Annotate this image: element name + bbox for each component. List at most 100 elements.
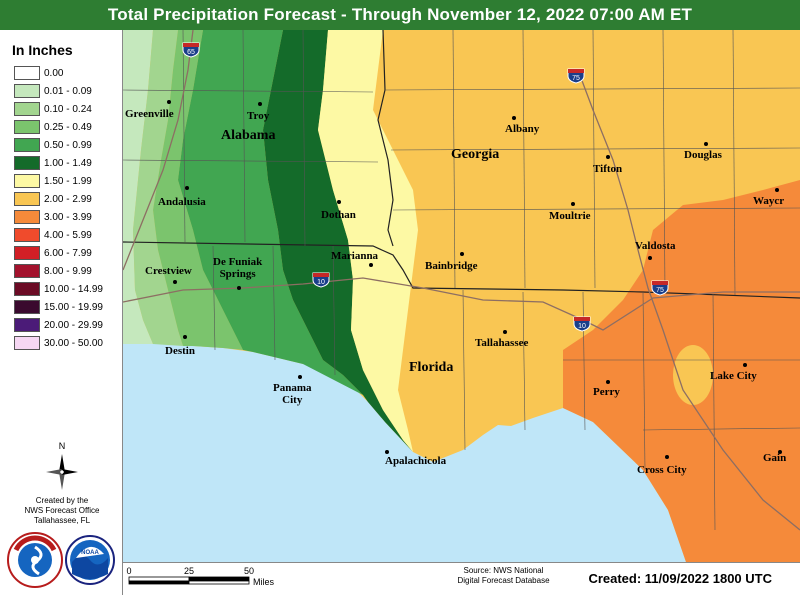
legend-swatch [14, 282, 40, 296]
map-footer: 0 25 50 Miles Source: NWS National Digit… [123, 562, 800, 596]
city-label-greenville: Greenville [125, 108, 174, 120]
city-label-moultrie: Moultrie [549, 210, 591, 222]
state-boundary [123, 241, 800, 299]
city-dot [704, 142, 708, 146]
credit-text: Created by the NWS Forecast Office Talla… [4, 496, 120, 526]
city-dot [337, 200, 341, 204]
legend-row: 0.00 [14, 64, 103, 82]
city-label-andalusia: Andalusia [158, 196, 206, 208]
scale-tick-label: 50 [244, 566, 254, 576]
legend-swatch [14, 318, 40, 332]
city-dot [665, 455, 669, 459]
interstate-75-north-shield-icon: 75 [567, 68, 585, 84]
legend-row: 0.50 - 0.99 [14, 136, 103, 154]
legend-label: 4.00 - 5.99 [44, 229, 92, 241]
legend-swatch [14, 156, 40, 170]
legend-row: 15.00 - 19.99 [14, 298, 103, 316]
city-dot [298, 375, 302, 379]
scale-tick-label: 0 [126, 566, 131, 576]
city-dot [571, 202, 575, 206]
legend-row: 0.10 - 0.24 [14, 100, 103, 118]
city-label-valdosta: Valdosta [635, 240, 676, 252]
interstate-10-east-shield-icon: 10 [573, 316, 591, 332]
source-text: Source: NWS National Digital Forecast Da… [441, 566, 566, 586]
map-title: Total Precipitation Forecast - Through N… [107, 5, 693, 24]
north-arrow-icon: N [46, 441, 78, 490]
city-label-crestview: Crestview [145, 265, 192, 277]
noaa-logo-text: NOAA [81, 550, 99, 556]
legend-swatch [14, 66, 40, 80]
precip-zone-1-00 [263, 30, 413, 452]
legend-label: 2.00 - 2.99 [44, 193, 92, 205]
city-label-cross-city: Cross City [637, 464, 687, 476]
legend-row: 2.00 - 2.99 [14, 190, 103, 208]
legend-row: 0.25 - 0.49 [14, 118, 103, 136]
city-dot [183, 335, 187, 339]
scale-bar: 0 25 50 Miles [126, 566, 275, 587]
interstate-65-shield-icon: 65 [182, 42, 200, 58]
city-label-tifton: Tifton [593, 163, 623, 175]
city-label-troy: Troy [247, 110, 270, 122]
city-label-dothan: Dothan [321, 209, 356, 221]
city-label-panama-city: Panama City [273, 382, 312, 406]
legend-label: 8.00 - 9.99 [44, 265, 92, 277]
city-dot [606, 155, 610, 159]
legend-label: 1.50 - 1.99 [44, 175, 92, 187]
credit-line: NWS Forecast Office [24, 506, 100, 515]
title-bar: Total Precipitation Forecast - Through N… [0, 0, 800, 30]
city-label-marianna: Marianna [331, 250, 379, 262]
legend-label: 0.25 - 0.49 [44, 121, 92, 133]
nws-logo-icon [7, 532, 63, 588]
city-label-bainbridge: Bainbridge [425, 260, 478, 272]
legend-label: 0.00 [44, 67, 64, 79]
legend-label: 30.00 - 50.00 [44, 337, 103, 349]
city-dot [743, 363, 747, 367]
legend-row: 0.01 - 0.09 [14, 82, 103, 100]
city-dot [185, 186, 189, 190]
shield-number: 65 [187, 49, 195, 56]
scale-unit: Miles [253, 577, 275, 587]
legend-swatch [14, 300, 40, 314]
city-label-line: Springs [219, 268, 256, 280]
precip-zone-0-25 [153, 30, 243, 350]
city-label-destin: Destin [165, 345, 195, 357]
state-label-alabama: Alabama [221, 128, 276, 143]
legend-label: 3.00 - 3.99 [44, 211, 92, 223]
legend-swatch [14, 210, 40, 224]
city-label-line: De Funiak [213, 256, 263, 268]
city-label-lake-city: Lake City [710, 370, 757, 382]
legend-label: 10.00 - 14.99 [44, 283, 103, 295]
legend-row: 4.00 - 5.99 [14, 226, 103, 244]
legend-swatch [14, 192, 40, 206]
precip-zone-0-10 [133, 30, 183, 346]
agency-logos: NOAA [7, 532, 115, 588]
legend-title: In Inches [12, 42, 73, 58]
legend-swatch [14, 138, 40, 152]
shield-number: 75 [572, 75, 580, 82]
legend-swatch [14, 102, 40, 116]
city-dot [648, 256, 652, 260]
state-label-georgia: Georgia [451, 147, 500, 162]
shield-number: 10 [578, 323, 586, 330]
legend-label: 15.00 - 19.99 [44, 301, 103, 313]
shield-number: 10 [317, 279, 325, 286]
city-dot [237, 286, 241, 290]
noaa-logo-icon: NOAA [65, 535, 115, 585]
city-label-line: Panama [273, 382, 312, 394]
legend-swatch [14, 246, 40, 260]
city-dot [385, 450, 389, 454]
precip-zone-0-50 [178, 30, 363, 395]
legend-row: 1.50 - 1.99 [14, 172, 103, 190]
city-label-albany: Albany [505, 123, 540, 135]
created-timestamp: Created: 11/09/2022 1800 UTC [588, 571, 772, 586]
city-dot [167, 100, 171, 104]
city-label-apalachicola: Apalachicola [385, 455, 447, 467]
city-label-perry: Perry [593, 386, 620, 398]
state-label-florida: Florida [409, 360, 454, 375]
legend-list: 0.00 0.01 - 0.09 0.10 - 0.24 0.25 - 0.49 0.5… [14, 64, 103, 352]
city-dot [512, 116, 516, 120]
city-dot [258, 102, 262, 106]
credit-line: Created by the [35, 496, 89, 505]
legend-panel: In Inches 0.00 0.01 - 0.09 0.10 - 0.24 0.25… [0, 30, 123, 595]
